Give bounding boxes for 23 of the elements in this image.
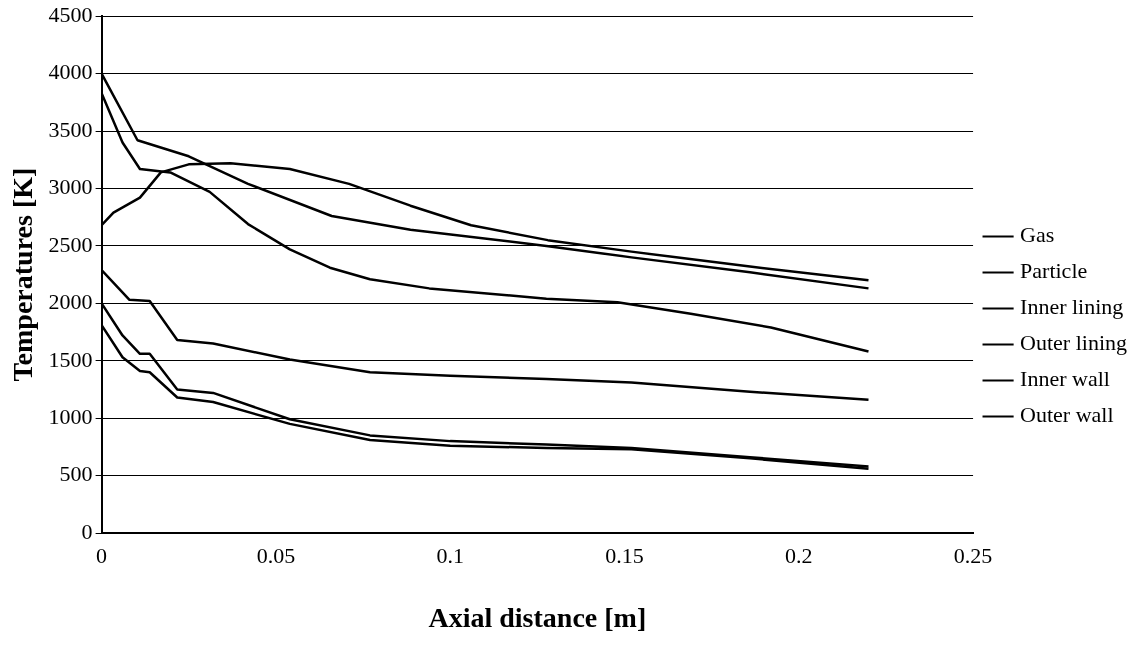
x-tick-label: 0.15: [605, 542, 644, 568]
legend-label: Inner lining: [1020, 294, 1124, 320]
y-tick-label: 500: [59, 461, 93, 487]
x-tick-label: 0.1: [436, 542, 464, 568]
y-tick-label: 2000: [48, 289, 93, 315]
x-axis-title: Axial distance [m]: [428, 602, 647, 634]
legend-label: Gas: [1020, 222, 1055, 248]
legend-label: Outer lining: [1020, 330, 1128, 356]
y-axis-title: Temperatures [K]: [7, 167, 39, 382]
y-tick-label: 3000: [48, 174, 93, 200]
y-tick-label: 1500: [48, 346, 93, 372]
x-tick-label: 0.25: [953, 542, 993, 568]
y-tick-label: 1000: [48, 403, 93, 429]
x-tick-label: 0.05: [256, 542, 296, 568]
legend-label: Particle: [1020, 258, 1088, 284]
legend-label: Inner wall: [1020, 366, 1110, 392]
y-tick-label: 3500: [48, 116, 93, 142]
x-tick-label: 0.2: [785, 542, 813, 568]
y-tick-label: 4500: [48, 1, 93, 27]
y-tick-label: 2500: [48, 231, 93, 257]
y-tick-label: 0: [81, 518, 93, 544]
legend-label: Outer wall: [1020, 402, 1114, 428]
y-tick-label: 4000: [48, 59, 93, 85]
